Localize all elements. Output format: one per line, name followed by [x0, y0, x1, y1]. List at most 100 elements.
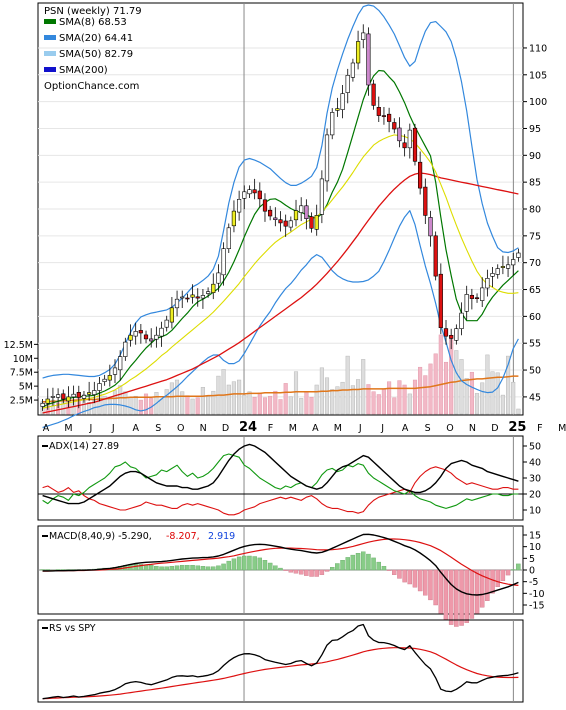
rs-panel: RS vs SPY: [37, 619, 524, 703]
volume-bar: [366, 384, 371, 415]
adx-minus-di-line: [42, 466, 519, 516]
macd-lines: [42, 533, 519, 596]
macd-histogram-bar: [428, 569, 433, 601]
candle-body: [71, 393, 76, 398]
volume-bar: [159, 398, 164, 415]
candle-body: [174, 298, 180, 309]
candle-body: [355, 41, 361, 64]
macd-histogram-bar: [247, 555, 252, 571]
candle-body: [423, 186, 428, 216]
macd-histogram-bar: [195, 565, 200, 571]
macd-histogram-bar: [511, 569, 516, 571]
rs-average-line: [42, 647, 519, 700]
volume-bar: [293, 371, 299, 415]
volume-bar: [206, 396, 211, 415]
price-tick-label: 80: [529, 205, 541, 216]
x-axis-label: M: [558, 423, 566, 434]
volume-average-line: [42, 375, 519, 403]
macd-histogram-bar: [355, 553, 361, 571]
legend-swatch-sma200: [44, 67, 56, 72]
candle-body: [386, 113, 392, 122]
candle-body: [61, 393, 66, 400]
candle-body: [107, 375, 112, 381]
candle-body: [76, 391, 81, 398]
candle-body: [221, 248, 226, 276]
x-axis-label: M: [334, 423, 342, 434]
price-axis-ticks: 45 50 55 60 65 70 75 80 85 90 95 100 105 110: [523, 43, 547, 403]
volume-bar: [464, 378, 469, 415]
volume-bar: [459, 359, 464, 415]
macd-histogram-bar: [179, 565, 185, 571]
volume-bar: [480, 382, 485, 415]
macd-histogram-bar: [438, 569, 444, 614]
candle-body: [169, 307, 175, 323]
volume-bar: [252, 397, 257, 415]
candlesticks: [40, 24, 521, 411]
volume-bar: [288, 396, 293, 415]
candle-body: [112, 367, 118, 375]
macd-histogram-bar: [262, 560, 268, 571]
candle-body: [252, 189, 257, 194]
volume-bar: [211, 390, 216, 415]
candle-body: [87, 392, 92, 395]
candle-body: [200, 295, 206, 299]
x-axis-label: O: [177, 423, 184, 434]
x-axis-label: J: [358, 423, 362, 434]
candle-body: [195, 296, 200, 299]
macd-histogram-bar: [185, 565, 190, 571]
macd-histogram-bar: [448, 569, 454, 625]
macd-histogram-bar: [164, 566, 169, 571]
candle-body: [397, 127, 402, 142]
candle-body: [211, 283, 216, 294]
macd-histogram-bar: [148, 565, 154, 571]
macd-histogram-bar: [381, 566, 387, 571]
x-axis-label: A: [402, 423, 409, 434]
candle-body: [340, 93, 345, 110]
volume-bar: [500, 394, 505, 415]
x-axis-label: J: [88, 423, 92, 434]
macd-histogram-bar: [490, 569, 495, 594]
candle-body: [361, 32, 366, 40]
macd-histogram-bar: [252, 556, 257, 571]
volume-bar: [314, 384, 319, 415]
candle-body: [247, 189, 252, 195]
volume-bar: [340, 381, 345, 415]
candle-body: [97, 383, 102, 391]
volume-bar: [330, 389, 335, 415]
volume-bar: [335, 386, 340, 415]
candle-body: [407, 129, 412, 149]
candle-body: [50, 396, 55, 398]
candle-body: [118, 356, 123, 371]
volume-bar: [506, 355, 511, 415]
macd-histogram-bar: [361, 551, 366, 571]
volume-bar: [516, 408, 521, 415]
candle-body: [180, 296, 185, 299]
macd-histogram-bar: [376, 561, 382, 571]
macd-histogram-bar: [133, 564, 138, 571]
candle-body: [319, 178, 325, 215]
candle-body: [335, 108, 340, 111]
price-tick-label: 95: [529, 124, 541, 135]
macd-line: [42, 533, 519, 596]
x-axis-label: M: [64, 423, 72, 434]
legend-swatch-sma50: [44, 51, 56, 56]
candle-body: [164, 319, 169, 328]
macd-histogram-bar: [200, 566, 206, 571]
candle-body: [226, 227, 231, 250]
volume-bar: [402, 384, 407, 415]
candle-body: [123, 341, 128, 357]
legend-sma20: SMA(20) 64.41: [59, 33, 133, 44]
macd-histogram-bar: [386, 569, 392, 571]
volume-bar: [221, 369, 226, 415]
x-axis-label: S: [155, 423, 161, 434]
adx-tick-label: 10: [529, 506, 541, 517]
volume-tick-label: 7.5M: [10, 368, 33, 379]
candle-body: [454, 328, 459, 341]
volume-tick-label: 2.5M: [10, 396, 33, 407]
macd-histogram-bar: [298, 569, 304, 575]
volume-bar: [381, 388, 386, 415]
